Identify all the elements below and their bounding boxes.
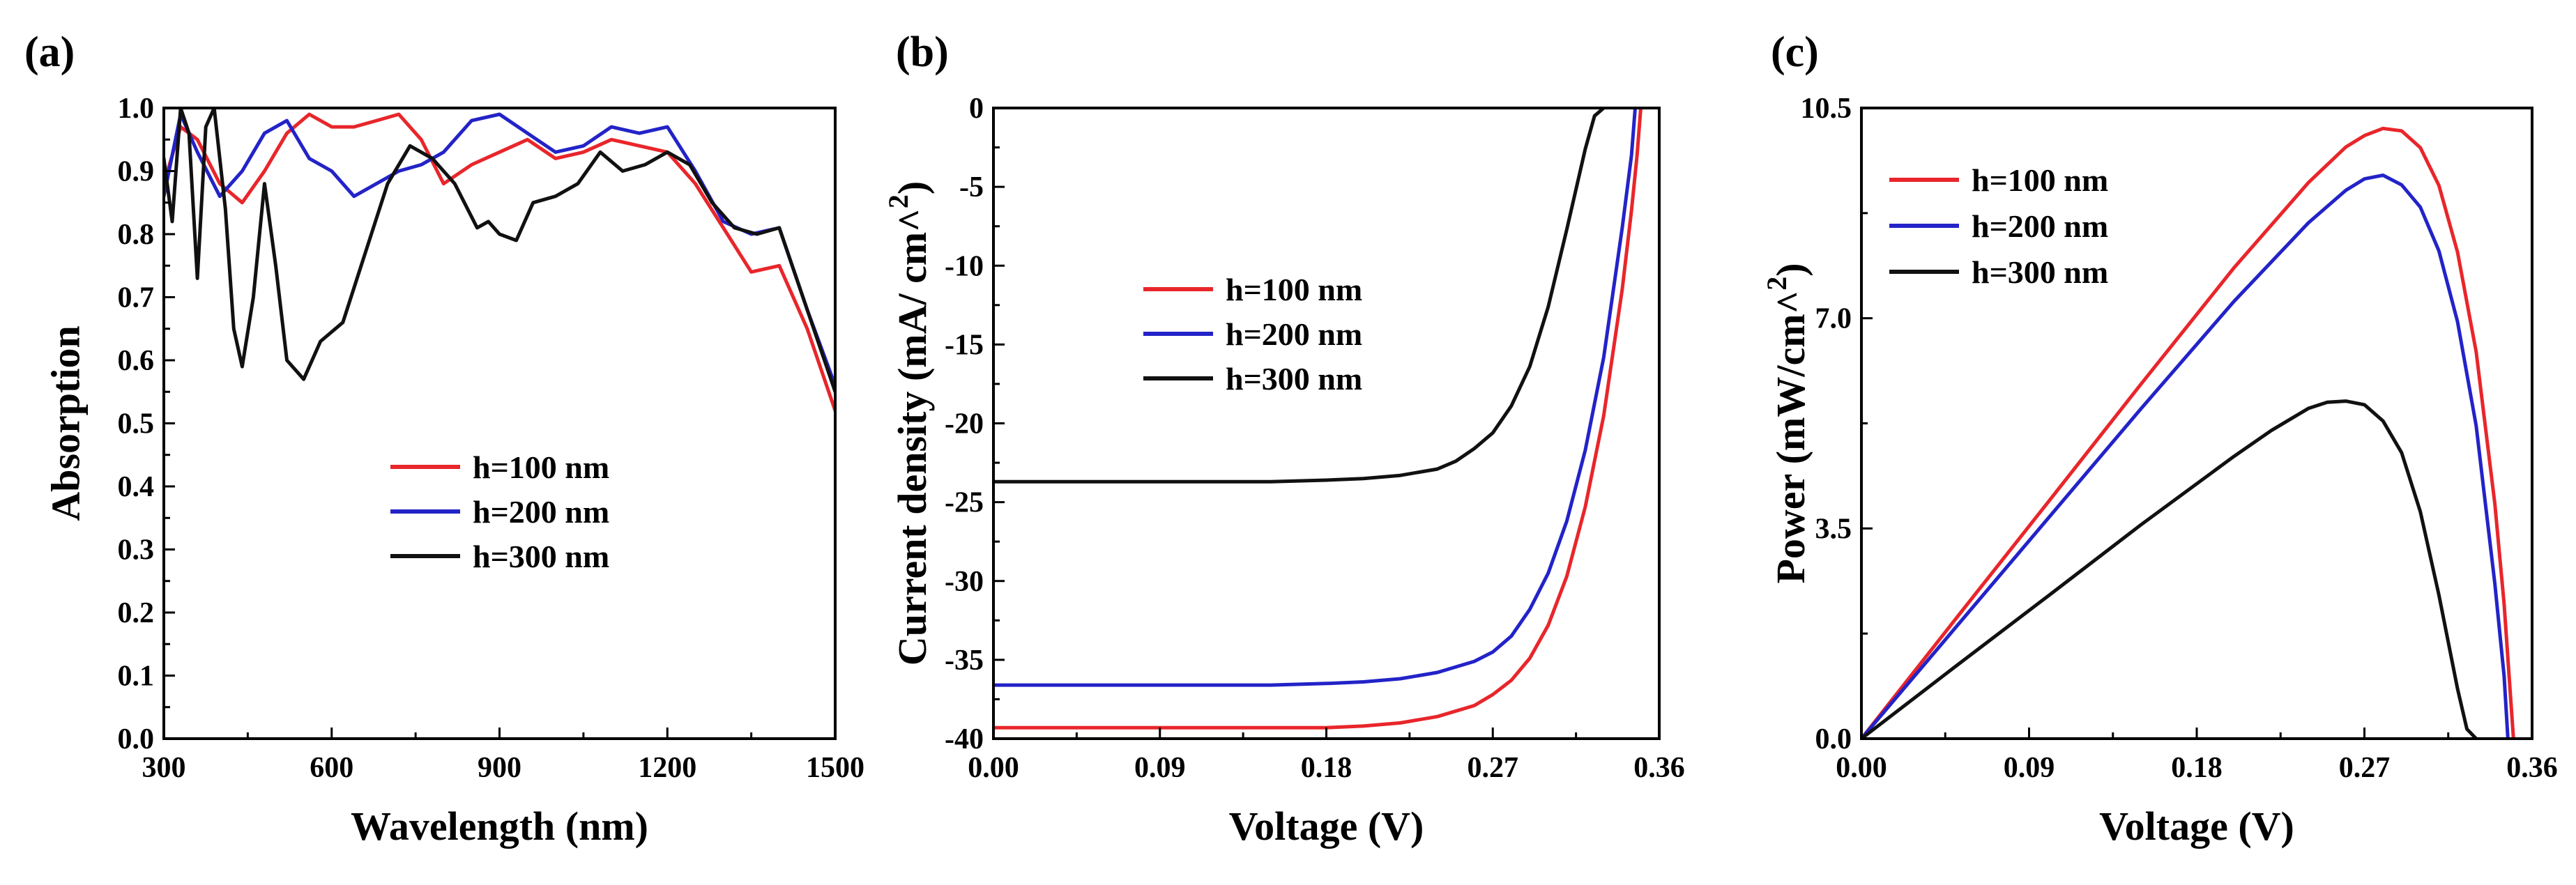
x-tick-label: 0.27 [1468, 752, 1519, 784]
legend-label: h=300 nm [1972, 254, 2108, 290]
y-tick-label: -20 [945, 408, 984, 440]
x-axis-title: Wavelength (nm) [351, 803, 648, 849]
y-tick-label: -35 [945, 645, 984, 677]
y-tick-label: 0.4 [118, 471, 155, 503]
y-tick-label: 0.0 [1815, 723, 1852, 755]
y-tick-label: -25 [945, 487, 984, 519]
x-axis-title: Voltage (V) [1229, 803, 1424, 849]
plot-frame [162, 107, 837, 740]
y-axis-title: Absorption [43, 325, 88, 521]
legend-label: h=100 nm [1226, 272, 1362, 307]
y-tick-label: -10 [945, 250, 984, 282]
legend-label: h=100 nm [473, 449, 609, 485]
panel-label: (a) [24, 29, 75, 76]
x-axis-title: Voltage (V) [2099, 803, 2294, 849]
series-line-h-100-nm [993, 108, 1643, 730]
panel-label: (c) [1771, 29, 1819, 76]
y-tick-label: 0.5 [118, 408, 155, 440]
x-tick-label: 0.09 [2004, 752, 2055, 784]
legend-label: h=200 nm [1226, 316, 1362, 352]
series-line-h-200-nm [164, 112, 835, 387]
x-tick-label: 1200 [638, 752, 696, 784]
y-tick-label: 7.0 [1815, 303, 1852, 335]
x-tick-label: 1500 [806, 752, 864, 784]
x-tick-label: 0.00 [1836, 752, 1887, 784]
y-axis-title: Power (mW/cm^2) [1761, 263, 1814, 583]
y-tick-label: -5 [959, 171, 984, 203]
x-tick-label: 0.18 [2171, 752, 2223, 784]
y-tick-label: 0.3 [118, 534, 155, 567]
series-line-h-300-nm [1861, 399, 2478, 739]
y-axis-title: Current density (mA/ cm^2) [883, 181, 936, 665]
y-tick-label: -15 [945, 329, 984, 361]
x-tick-label: 900 [478, 752, 521, 784]
x-tick-label: 0.36 [1633, 752, 1685, 784]
y-tick-label: 0.1 [118, 661, 155, 693]
chart-panel-2: (c) 0.00 0.09 0.18 0.27 0.36 0.0 3.5 7.0 10.5 Volt… [1761, 29, 2558, 849]
y-tick-label: 10.5 [1801, 93, 1852, 125]
x-tick-label: 0.36 [2506, 752, 2558, 784]
chart-panel-0: (a) 300 600 900 1200 1500 0.0 0.1 0.2 0.3 0.4 0.5 0.… [24, 29, 864, 849]
legend-label: h=200 nm [1972, 208, 2108, 244]
x-tick-label: 0.09 [1134, 752, 1186, 784]
y-tick-label: 0 [969, 93, 984, 125]
series-line-h-300-nm [993, 108, 1606, 484]
y-tick-label: 0.2 [118, 597, 155, 629]
y-tick-label: 0.7 [118, 282, 155, 314]
legend-label: h=200 nm [473, 494, 609, 530]
legend-label: h=300 nm [473, 539, 609, 574]
y-tick-label: 3.5 [1815, 513, 1852, 545]
y-tick-label: 0.9 [118, 156, 155, 188]
x-tick-label: 0.00 [968, 752, 1019, 784]
x-tick-label: 300 [142, 752, 186, 784]
y-tick-label: 0.8 [118, 219, 155, 251]
plot-frame [992, 107, 1661, 740]
y-tick-label: -30 [945, 566, 984, 598]
y-tick-label: 0.0 [118, 723, 155, 755]
y-tick-label: -40 [945, 723, 984, 755]
legend-label: h=100 nm [1972, 162, 2108, 198]
chart-panel-1: (b) 0.00 0.09 0.18 0.27 0.36 -40 -35 -30 -25 -20 -1… [883, 29, 1685, 849]
y-tick-label: 1.0 [118, 93, 155, 125]
series-line-h-100-nm [164, 112, 835, 413]
series-line-h-300-nm [164, 108, 835, 394]
x-tick-label: 600 [310, 752, 353, 784]
series-line-h-200-nm [993, 108, 1637, 687]
series-line-h-100-nm [1861, 126, 2515, 739]
plot-frame [1860, 107, 2533, 740]
y-tick-label: 0.6 [118, 345, 155, 377]
panel-label: (b) [896, 29, 949, 76]
x-tick-label: 0.27 [2339, 752, 2391, 784]
legend-label: h=300 nm [1226, 361, 1362, 397]
x-tick-label: 0.18 [1301, 752, 1352, 784]
series-line-h-200-nm [1861, 174, 2510, 739]
